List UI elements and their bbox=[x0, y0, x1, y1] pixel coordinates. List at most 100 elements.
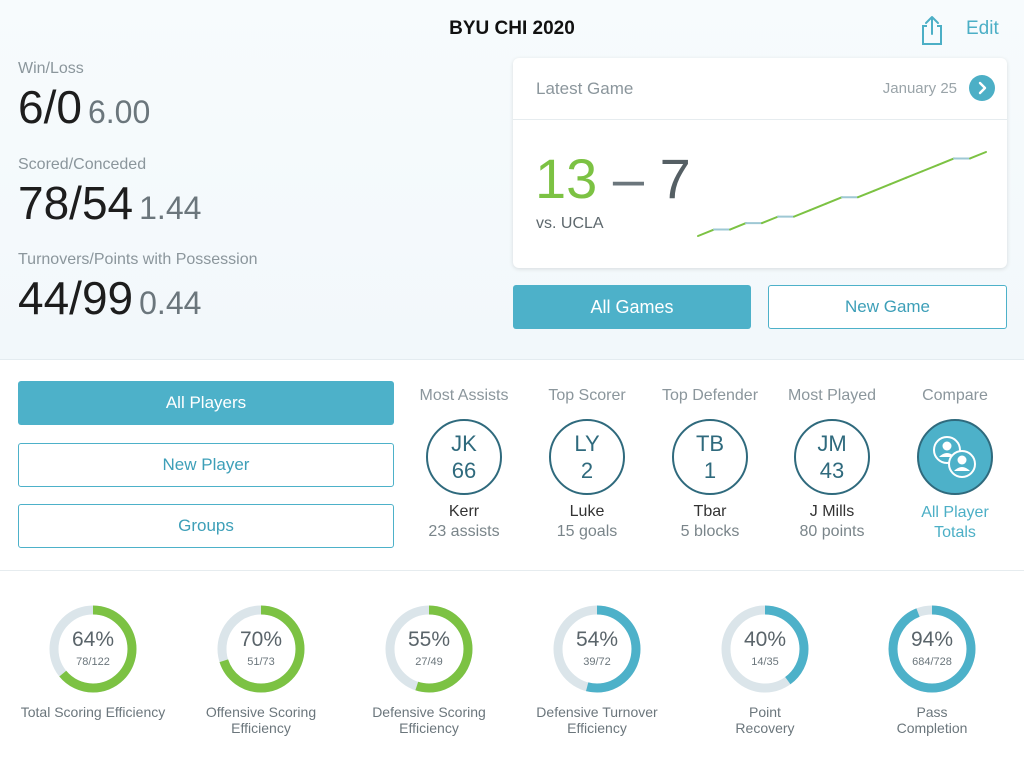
total-scoring-efficiency-ring[interactable]: 64% 78/122 Total Scoring Efficiency bbox=[13, 600, 173, 720]
ring-label: Total Scoring Efficiency bbox=[20, 704, 166, 720]
player-stat: 80 points bbox=[799, 523, 865, 540]
compare-button[interactable] bbox=[917, 419, 993, 495]
leader-category: Most Played bbox=[787, 387, 877, 404]
player-name: Tbar bbox=[693, 503, 727, 520]
player-avatar[interactable]: JM 43 bbox=[794, 419, 870, 495]
score-segment bbox=[937, 157, 955, 166]
stat-label: Win/Loss bbox=[18, 60, 84, 77]
ring-label: Point Recovery bbox=[735, 704, 795, 736]
stat-value: 78/54 bbox=[18, 177, 134, 229]
all-players-button[interactable]: All Players bbox=[18, 381, 394, 425]
opponent-name: vs. UCLA bbox=[536, 215, 604, 232]
ring-label: Offensive Scoring Efficiency bbox=[205, 704, 317, 736]
score-them: 7 bbox=[659, 147, 691, 210]
score-dash: – bbox=[597, 147, 660, 210]
player-value: 2 bbox=[580, 458, 594, 483]
score-segment bbox=[889, 176, 907, 186]
ring-fraction: 78/122 bbox=[76, 656, 110, 668]
ring-progress bbox=[49, 605, 137, 693]
latest-game-date: January 25 bbox=[882, 80, 957, 97]
new-game-button[interactable]: New Game bbox=[768, 285, 1007, 329]
stat-label: Turnovers/Points with Possession bbox=[18, 251, 258, 268]
ring-percent: 94% bbox=[910, 628, 954, 651]
page-title: BYU CHI 2020 bbox=[449, 18, 575, 39]
ring-fraction: 51/73 bbox=[247, 656, 275, 668]
defensive-scoring-efficiency-ring[interactable]: 55% 27/49 Defensive Scoring Efficiency bbox=[349, 600, 509, 736]
stat-label: Scored/Conceded bbox=[18, 156, 147, 173]
point-recovery-ring[interactable]: 40% 14/35 Point Recovery bbox=[685, 600, 845, 736]
player-value: 66 bbox=[451, 458, 477, 483]
edit-button[interactable]: Edit bbox=[966, 18, 999, 39]
leader-top-scorer[interactable]: Top Scorer LY 2 Luke 15 goals bbox=[525, 387, 649, 541]
defensive-turnover-efficiency-ring[interactable]: 54% 39/72 Defensive Turnover Efficiency bbox=[517, 600, 677, 736]
leader-category: Top Defender bbox=[661, 387, 759, 404]
turnovers-possession-stat: Turnovers/Points with Possession 44/99 0.… bbox=[18, 251, 258, 325]
win-loss-stat: Win/Loss 6/0 6.00 bbox=[18, 60, 150, 134]
player-value: 1 bbox=[703, 458, 717, 483]
player-name: Luke bbox=[569, 503, 605, 520]
ring-percent: 55% bbox=[407, 628, 451, 651]
offensive-scoring-efficiency-ring[interactable]: 70% 51/73 Offensive Scoring Efficiency bbox=[181, 600, 341, 736]
ring-fraction: 39/72 bbox=[583, 656, 611, 668]
latest-game-title: Latest Game bbox=[536, 79, 634, 98]
new-player-button[interactable]: New Player bbox=[18, 443, 394, 487]
score-us: 13 bbox=[535, 147, 598, 210]
chevron-right-icon[interactable] bbox=[969, 75, 995, 101]
ring-progress bbox=[553, 605, 641, 693]
ring-label: Defensive Turnover Efficiency bbox=[536, 704, 658, 736]
all-games-button[interactable]: All Games bbox=[513, 285, 751, 329]
share-icon[interactable] bbox=[918, 14, 946, 46]
ring-label: Pass Completion bbox=[896, 704, 968, 736]
ring-percent: 70% bbox=[239, 628, 283, 651]
stat-ratio: 6.00 bbox=[87, 94, 151, 130]
score-progression-chart bbox=[697, 151, 987, 237]
player-name: J Mills bbox=[809, 503, 855, 520]
groups-button[interactable]: Groups bbox=[18, 504, 394, 548]
score-segment bbox=[761, 215, 779, 225]
score-segment bbox=[921, 163, 939, 173]
score-segment bbox=[729, 222, 747, 231]
player-avatar[interactable]: LY 2 bbox=[549, 419, 625, 495]
pass-completion-ring[interactable]: 94% 684/728 Pass Completion bbox=[852, 600, 1012, 736]
ring-fraction: 14/35 bbox=[751, 656, 779, 668]
player-avatar[interactable]: JK 66 bbox=[426, 419, 502, 495]
section-divider bbox=[0, 570, 1024, 571]
stat-ratio: 0.44 bbox=[139, 285, 202, 321]
ring-percent: 64% bbox=[71, 628, 115, 651]
score-segment bbox=[809, 202, 827, 212]
player-avatar[interactable]: TB 1 bbox=[672, 419, 748, 495]
team-summary-header: BYU CHI 2020 Edit Win/Loss 6/0 6.00 Score… bbox=[0, 0, 1024, 360]
game-score: 13 – 7 bbox=[535, 146, 691, 211]
ring-progress bbox=[217, 605, 305, 693]
score-segment bbox=[873, 183, 891, 192]
leader-most-assists[interactable]: Most Assists JK 66 Kerr 23 assists bbox=[402, 387, 526, 541]
score-segment bbox=[905, 170, 923, 179]
player-initials: LY bbox=[574, 431, 600, 456]
player-initials: TB bbox=[695, 431, 725, 456]
player-initials: JM bbox=[817, 431, 847, 456]
score-segment bbox=[857, 189, 875, 199]
stat-value: 44/99 bbox=[18, 272, 134, 324]
player-stat: 15 goals bbox=[556, 523, 618, 540]
ring-progress bbox=[385, 605, 473, 693]
player-stat: 23 assists bbox=[428, 523, 500, 540]
score-segment bbox=[825, 196, 843, 205]
latest-game-card[interactable]: Latest Game January 25 13 – 7 vs. UCLA bbox=[513, 58, 1007, 268]
stat-ratio: 1.44 bbox=[139, 190, 202, 226]
all-player-totals-link[interactable]: All Player Totals bbox=[921, 504, 989, 541]
ring-percent: 40% bbox=[743, 628, 787, 651]
player-initials: JK bbox=[451, 431, 477, 456]
player-name: Kerr bbox=[448, 503, 480, 520]
score-segment bbox=[969, 151, 987, 160]
ring-progress bbox=[721, 605, 809, 693]
compare-players[interactable]: Compare All Player Totals bbox=[893, 387, 1017, 543]
leader-top-defender[interactable]: Top Defender TB 1 Tbar 5 blocks bbox=[648, 387, 772, 541]
player-stat: 5 blocks bbox=[680, 523, 740, 540]
ring-progress bbox=[888, 605, 976, 693]
compare-users-icon bbox=[933, 436, 976, 478]
ring-fraction: 684/728 bbox=[912, 656, 952, 668]
leader-category: Most Assists bbox=[419, 387, 509, 404]
compare-category: Compare bbox=[922, 387, 988, 404]
leader-most-played[interactable]: Most Played JM 43 J Mills 80 points bbox=[770, 387, 894, 541]
ring-fraction: 27/49 bbox=[415, 656, 443, 668]
